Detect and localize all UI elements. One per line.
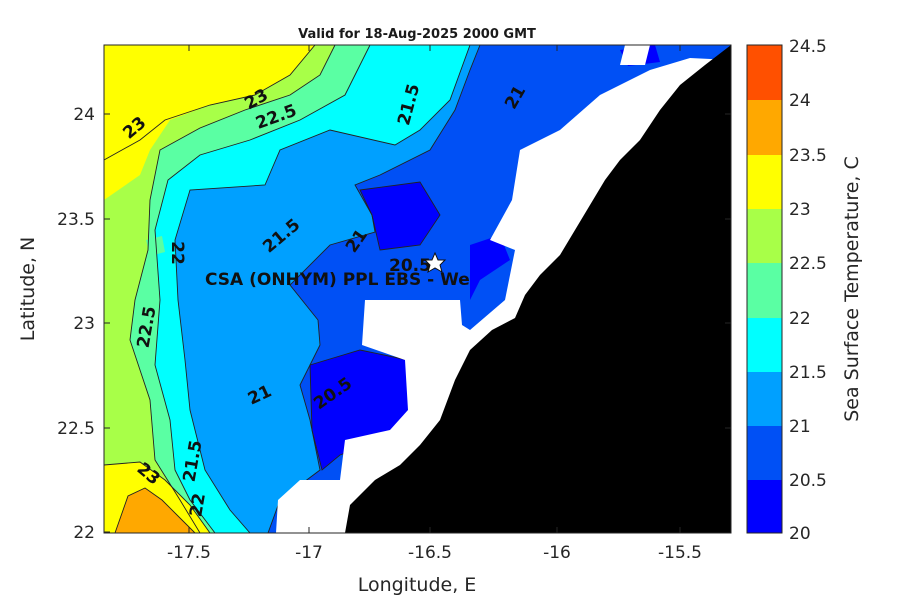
x-tick-label: -15.5 [658,543,702,563]
colorbar-label: Sea Surface Temperature, C [841,156,863,422]
y-tick-label: 23 [73,314,95,334]
land-mass [345,45,731,533]
y-tick-label: 24 [73,105,95,125]
contour-label: 22 [167,241,187,265]
colorbar-swatch-24 [747,45,782,100]
isotherm-22-5-north [129,45,336,533]
colorbar-tick-label: 20.5 [789,471,827,491]
site-label: CSA (ONHYM) PPL EBS - We [205,270,470,290]
sst-band-20-c [470,235,510,300]
colorbar-swatch-22 [747,263,782,318]
colorbar-swatch-21 [747,372,782,426]
y-axis-label: Latitude, N [17,237,39,342]
x-tick-label: -16.5 [408,543,452,563]
colorbar-swatch-21-5 [747,318,782,372]
colorbar-tick-label: 22.5 [789,254,827,274]
colorbar-tick-label: 21 [789,417,811,437]
colorbar-swatch-20-5 [747,426,782,480]
colorbar-frame [746,44,783,534]
peninsula-gap [570,122,635,188]
isotherm-23-5-south [114,487,196,533]
contour-label: 20.5 [389,256,431,276]
y-tick-label: 22.5 [57,419,95,439]
x-tick-label: -17 [295,543,323,563]
colorbar-swatch-22-5 [747,209,782,263]
y-tick-label: 22 [73,523,95,543]
colorbar-tick-label: 24.5 [789,37,827,57]
site-star-icon [423,251,447,274]
x-axis-label: Longitude, E [358,574,477,596]
x-tick-label: -16 [543,543,571,563]
colorbar-swatch-23-5 [747,100,782,155]
plot-frame [103,44,732,534]
sst-band-22-island [146,236,165,256]
contour-label: 22 [186,492,210,519]
map-area [104,45,731,533]
x-ticks: -17.5 -17 -16.5 -16 -15.5 [167,45,702,563]
colorbar: 24.5 24 23.5 23 22.5 22 21.5 21 20.5 20 [746,37,827,544]
x-tick-label: -17.5 [167,543,211,563]
sst-band-20-b [310,350,410,470]
isotherm-22 [154,45,371,533]
isotherm-23-south [104,461,211,533]
colorbar-tick-label: 20 [789,524,811,544]
sst-band-20-a [360,182,440,250]
colorbar-tick-label: 23.5 [789,146,827,166]
colorbar-tick-label: 24 [789,91,811,111]
isotherm-23-north [104,45,316,161]
plot-title: Valid for 18-Aug-2025 2000 GMT [298,27,536,42]
sst-band-22 [104,45,370,533]
sst-band-21-5 [104,45,470,533]
sst-band-23-north [104,45,315,200]
colorbar-tick-label: 22 [789,309,811,329]
isotherm-21-5 [174,45,471,533]
colorbar-tick-label: 23 [789,200,811,220]
isotherm-20-5-a [359,181,441,251]
colorbar-swatch-20 [747,480,782,533]
colorbar-swatch-23 [747,155,782,209]
y-tick-label: 23.5 [57,210,95,230]
sst-band-23-5 [115,488,195,533]
y-ticks: 24 23.5 23 22.5 22 [57,105,731,543]
colorbar-tick-label: 21.5 [789,363,827,383]
